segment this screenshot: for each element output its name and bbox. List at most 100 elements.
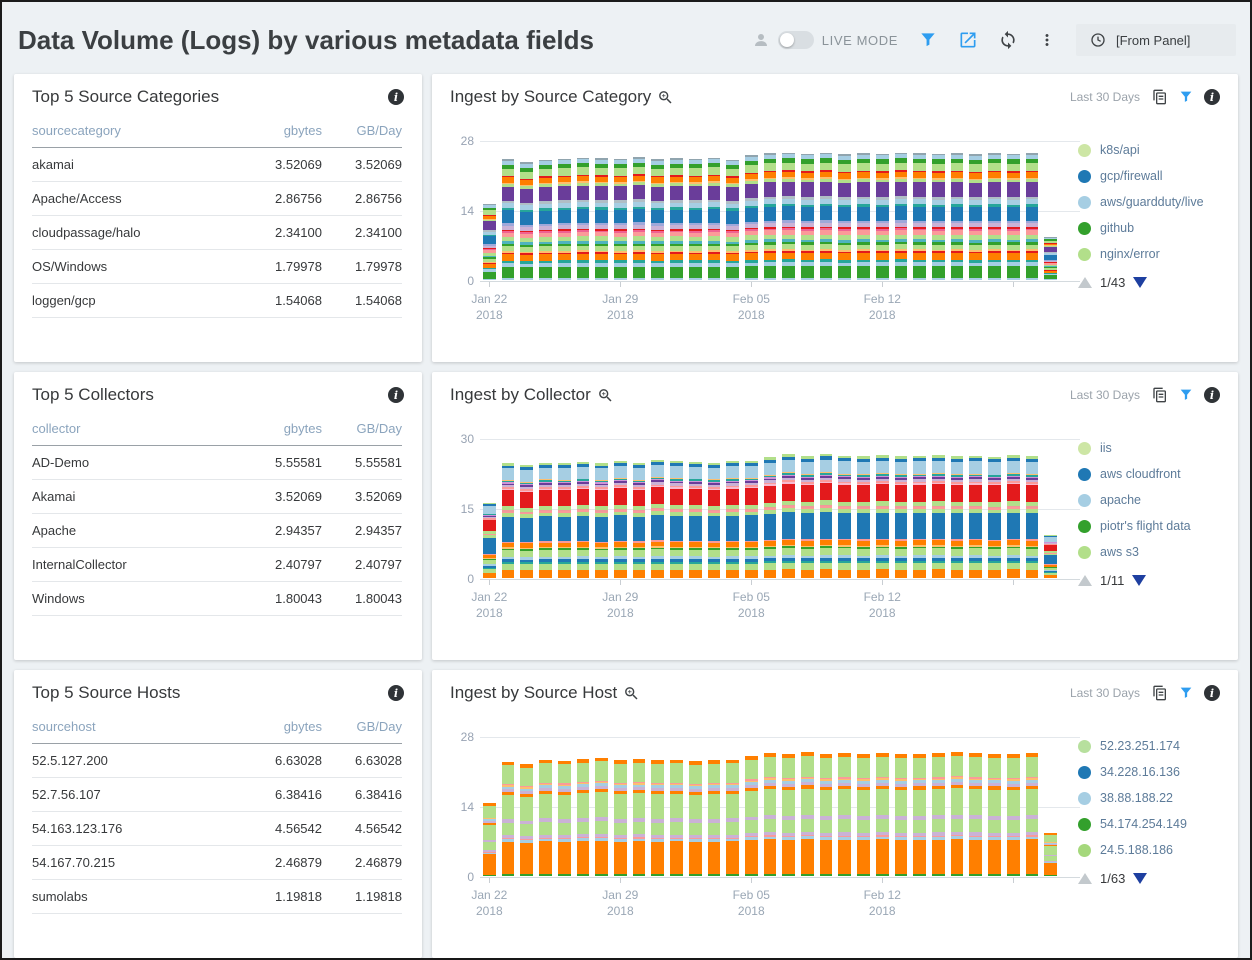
stacked-bar[interactable]	[501, 463, 515, 578]
stacked-bar[interactable]	[726, 159, 739, 280]
stacked-bar[interactable]	[539, 159, 552, 280]
table-row[interactable]: InternalCollector 2.40797 2.40797	[32, 547, 402, 582]
stacked-bar[interactable]	[763, 752, 777, 876]
stacked-bar[interactable]	[501, 761, 515, 876]
table-row[interactable]: loggen/gcp 1.54068 1.54068	[32, 283, 402, 318]
table-row[interactable]: Apache/Access 2.86756 2.86756	[32, 181, 402, 216]
column-header[interactable]: gbytes	[242, 713, 322, 744]
stacked-bar[interactable]	[1044, 535, 1057, 578]
table-row[interactable]: 54.167.70.215 2.46879 2.46879	[32, 845, 402, 880]
zoom-in-icon[interactable]	[657, 89, 674, 106]
stacked-bar[interactable]	[483, 502, 496, 578]
stacked-bar[interactable]	[726, 461, 739, 578]
stacked-bar[interactable]	[557, 462, 571, 578]
stacked-bar[interactable]	[613, 460, 627, 578]
stacked-bar[interactable]	[969, 455, 983, 578]
table-row[interactable]: AD-Demo 5.55581 5.55581	[32, 445, 402, 480]
stacked-bar[interactable]	[670, 158, 683, 280]
legend-item[interactable]: 34.228.16.136	[1078, 765, 1238, 779]
table-row[interactable]: akamai 3.52069 3.52069	[32, 147, 402, 182]
stacked-bar[interactable]	[838, 154, 852, 280]
stacked-bar[interactable]	[576, 461, 590, 578]
stacked-bar[interactable]	[613, 158, 627, 280]
stacked-bar[interactable]	[707, 157, 721, 280]
stacked-bar[interactable]	[894, 456, 908, 578]
legend-page-up-icon[interactable]	[1078, 873, 1092, 884]
stacked-bar[interactable]	[483, 204, 496, 280]
stacked-bar[interactable]	[913, 455, 927, 578]
stacked-bar[interactable]	[932, 153, 945, 280]
stacked-bar[interactable]	[483, 803, 496, 876]
stacked-bar[interactable]	[932, 455, 945, 578]
stacked-bar[interactable]	[782, 152, 796, 280]
stacked-bar[interactable]	[707, 760, 721, 876]
time-range-selector[interactable]: [From Panel]	[1076, 24, 1236, 56]
stacked-bar[interactable]	[688, 158, 702, 280]
legend-item[interactable]: 54.174.254.149	[1078, 817, 1238, 831]
filter-icon[interactable]	[1178, 387, 1194, 403]
info-icon[interactable]: i	[388, 387, 404, 403]
column-header[interactable]: gbytes	[242, 415, 322, 446]
legend-page-down-icon[interactable]	[1133, 277, 1148, 288]
stacked-bar[interactable]	[670, 461, 683, 578]
stacked-bar[interactable]	[557, 760, 571, 876]
stacked-bar[interactable]	[894, 152, 908, 280]
stacked-bar[interactable]	[782, 754, 796, 876]
stacked-bar[interactable]	[969, 753, 983, 876]
column-header[interactable]: GB/Day	[322, 117, 402, 148]
stacked-bar[interactable]	[950, 751, 964, 876]
stacked-bar[interactable]	[520, 764, 534, 876]
stacked-bar[interactable]	[838, 455, 852, 578]
legend-page-up-icon[interactable]	[1078, 277, 1092, 288]
share-icon[interactable]	[958, 30, 978, 50]
stacked-bar[interactable]	[651, 760, 665, 876]
stacked-bar[interactable]	[801, 456, 814, 578]
stacked-bar[interactable]	[1025, 456, 1039, 578]
stacked-bar[interactable]	[857, 754, 870, 876]
info-icon[interactable]: i	[1204, 685, 1220, 701]
table-row[interactable]: 52.5.127.200 6.63028 6.63028	[32, 743, 402, 778]
stacked-bar[interactable]	[520, 162, 534, 280]
stacked-bar[interactable]	[875, 153, 889, 280]
stacked-bar[interactable]	[688, 761, 702, 876]
legend-item[interactable]: 38.88.188.22	[1078, 791, 1238, 805]
legend-item[interactable]: piotr's flight data	[1078, 519, 1238, 533]
stacked-bar[interactable]	[763, 153, 777, 280]
stacked-bar[interactable]	[857, 153, 870, 280]
stacked-bar[interactable]	[539, 759, 552, 876]
column-header[interactable]: gbytes	[242, 117, 322, 148]
info-icon[interactable]: i	[1204, 387, 1220, 403]
stacked-bar[interactable]	[726, 759, 739, 876]
column-header[interactable]: sourcehost	[32, 713, 242, 744]
stacked-bar[interactable]	[819, 152, 833, 280]
stacked-bar[interactable]	[744, 155, 758, 280]
stacked-bar[interactable]	[501, 159, 515, 280]
info-icon[interactable]: i	[388, 89, 404, 105]
stacked-bar[interactable]	[875, 455, 889, 578]
filter-icon[interactable]	[1178, 685, 1194, 701]
stacked-bar[interactable]	[913, 753, 927, 876]
legend-item[interactable]: github	[1078, 221, 1238, 235]
stacked-bar[interactable]	[801, 153, 814, 280]
stacked-bar[interactable]	[763, 457, 777, 578]
column-header[interactable]: collector	[32, 415, 242, 446]
column-header[interactable]: sourcecategory	[32, 117, 242, 148]
stacked-bar[interactable]	[1025, 153, 1039, 280]
legend-item[interactable]: 52.23.251.174	[1078, 739, 1238, 753]
table-row[interactable]: cloudpassage/halo 2.34100 2.34100	[32, 215, 402, 250]
column-header[interactable]: GB/Day	[322, 713, 402, 744]
stacked-bar[interactable]	[613, 760, 627, 876]
legend-page-up-icon[interactable]	[1078, 575, 1092, 586]
stacked-bar[interactable]	[950, 456, 964, 578]
legend-item[interactable]: 24.5.188.186	[1078, 843, 1238, 857]
stacked-bar[interactable]	[670, 759, 683, 876]
stacked-bar[interactable]	[932, 753, 945, 876]
table-row[interactable]: Akamai 3.52069 3.52069	[32, 479, 402, 514]
panels-icon[interactable]	[1152, 387, 1168, 403]
stacked-bar[interactable]	[1044, 833, 1057, 876]
panels-icon[interactable]	[1152, 685, 1168, 701]
column-header[interactable]: GB/Day	[322, 415, 402, 446]
stacked-bar[interactable]	[913, 153, 927, 280]
stacked-bar[interactable]	[632, 462, 646, 578]
info-icon[interactable]: i	[1204, 89, 1220, 105]
